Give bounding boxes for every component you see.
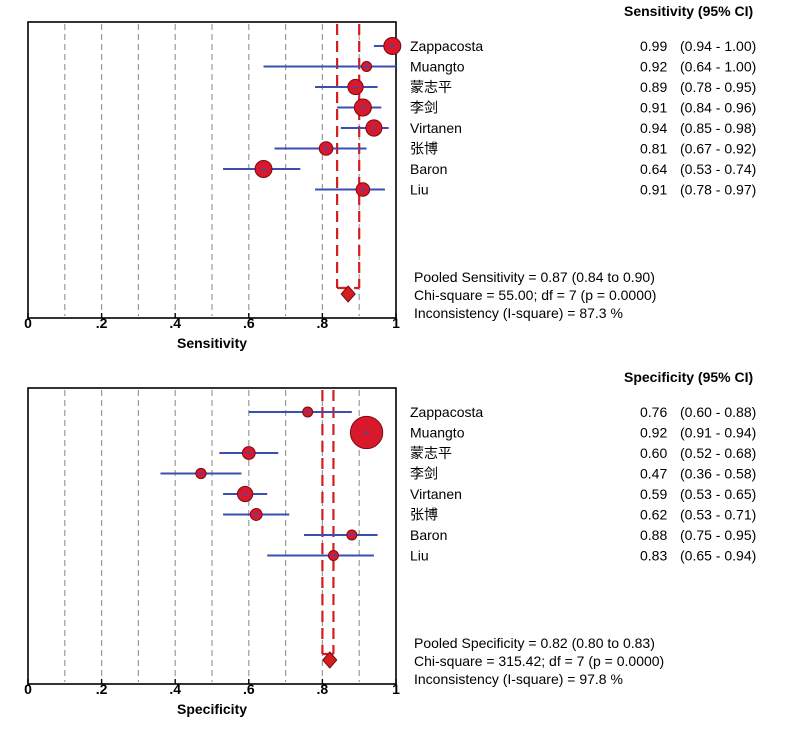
specificity-summary-line: Pooled Specificity = 0.82 (0.80 to 0.83) — [414, 635, 655, 651]
sensitivity-pooled-diamond — [340, 285, 356, 303]
specificity-study-name: Muangto — [410, 425, 465, 441]
specificity-study-ci: (0.53 - 0.71) — [680, 507, 756, 523]
sensitivity-study-name: Liu — [410, 182, 429, 198]
sensitivity-study-name: 蒙志平 — [410, 79, 452, 95]
sensitivity-summary-line: Pooled Sensitivity = 0.87 (0.84 to 0.90) — [414, 269, 655, 285]
specificity-study-value: 0.59 — [640, 486, 667, 502]
specificity-x-axis-title: Specificity — [177, 701, 247, 717]
specificity-study-name: Zappacosta — [410, 404, 483, 420]
specificity-pooled-diamond — [322, 651, 338, 669]
sensitivity-study-ci: (0.84 - 0.96) — [680, 100, 756, 116]
specificity-study-name: Baron — [410, 527, 447, 543]
sensitivity-x-tick-label: .4 — [169, 315, 181, 331]
sensitivity-study-ci: (0.85 - 0.98) — [680, 120, 756, 136]
sensitivity-forest-plot: Zappacosta 0.99 (0.94 - 1.00) Muangto 0.92 (0… — [24, 3, 756, 351]
sensitivity-x-tick-label: 1 — [392, 315, 400, 331]
sensitivity-study-ci: (0.78 - 0.97) — [680, 182, 756, 198]
specificity-x-tick-label: .6 — [243, 681, 255, 697]
specificity-study-name: 李剑 — [410, 466, 438, 482]
specificity-study-value: 0.76 — [640, 404, 667, 420]
sensitivity-study-name: Baron — [410, 161, 447, 177]
sensitivity-header-title: Sensitivity (95% CI) — [624, 3, 753, 19]
specificity-study-ci: (0.60 - 0.88) — [680, 404, 756, 420]
specificity-study-value: 0.47 — [640, 466, 667, 482]
sensitivity-study-value: 0.92 — [640, 59, 667, 75]
specificity-study-value: 0.92 — [640, 425, 667, 441]
sensitivity-study-ci: (0.64 - 1.00) — [680, 59, 756, 75]
sensitivity-summary-line: Chi-square = 55.00; df = 7 (p = 0.0000) — [414, 287, 656, 303]
specificity-x-tick-label: .2 — [96, 681, 108, 697]
sensitivity-study-name: Zappacosta — [410, 38, 483, 54]
sensitivity-study-ci: (0.94 - 1.00) — [680, 38, 756, 54]
sensitivity-study-value: 0.91 — [640, 182, 667, 198]
specificity-study-ci: (0.52 - 0.68) — [680, 445, 756, 461]
sensitivity-x-tick-label: .6 — [243, 315, 255, 331]
specificity-study-name: Virtanen — [410, 486, 462, 502]
sensitivity-panel: Zappacosta 0.99 (0.94 - 1.00) Muangto 0.92 (0… — [0, 0, 808, 366]
sensitivity-study-name: Virtanen — [410, 120, 462, 136]
specificity-x-tick-label: .4 — [169, 681, 181, 697]
sensitivity-study-ci: (0.78 - 0.95) — [680, 79, 756, 95]
specificity-forest-plot: Zappacosta 0.76 (0.60 - 0.88) Muangto 0.92 (0… — [24, 369, 756, 717]
sensitivity-x-tick-label: 0 — [24, 315, 32, 331]
sensitivity-study-value: 0.89 — [640, 79, 667, 95]
sensitivity-study-name: Muangto — [410, 59, 465, 75]
specificity-panel: Zappacosta 0.76 (0.60 - 0.88) Muangto 0.92 (0… — [0, 366, 808, 732]
specificity-study-ci: (0.53 - 0.65) — [680, 486, 756, 502]
specificity-study-ci: (0.36 - 0.58) — [680, 466, 756, 482]
sensitivity-x-axis-title: Sensitivity — [177, 335, 247, 351]
sensitivity-study-value: 0.99 — [640, 38, 667, 54]
sensitivity-x-tick-label: .8 — [317, 315, 329, 331]
specificity-study-value: 0.88 — [640, 527, 667, 543]
specificity-study-value: 0.62 — [640, 507, 667, 523]
specificity-study-value: 0.60 — [640, 445, 667, 461]
specificity-study-name: 蒙志平 — [410, 445, 452, 461]
specificity-summary-line: Chi-square = 315.42; df = 7 (p = 0.0000) — [414, 653, 664, 669]
sensitivity-study-value: 0.81 — [640, 141, 667, 157]
specificity-x-tick-label: 0 — [24, 681, 32, 697]
specificity-study-ci: (0.75 - 0.95) — [680, 527, 756, 543]
sensitivity-study-value: 0.91 — [640, 100, 667, 116]
sensitivity-study-value: 0.94 — [640, 120, 667, 136]
specificity-study-value: 0.83 — [640, 548, 667, 564]
specificity-header-title: Specificity (95% CI) — [624, 369, 753, 385]
sensitivity-study-name: 李剑 — [410, 100, 438, 116]
specificity-summary-line: Inconsistency (I-square) = 97.8 % — [414, 671, 623, 687]
specificity-x-tick-label: .8 — [317, 681, 329, 697]
sensitivity-study-ci: (0.67 - 0.92) — [680, 141, 756, 157]
sensitivity-summary-line: Inconsistency (I-square) = 87.3 % — [414, 305, 623, 321]
specificity-study-ci: (0.65 - 0.94) — [680, 548, 756, 564]
specificity-study-name: Liu — [410, 548, 429, 564]
specificity-study-name: 张博 — [410, 507, 438, 523]
sensitivity-study-name: 张博 — [410, 141, 438, 157]
specificity-study-ci: (0.91 - 0.94) — [680, 425, 756, 441]
sensitivity-study-ci: (0.53 - 0.74) — [680, 161, 756, 177]
specificity-x-tick-label: 1 — [392, 681, 400, 697]
sensitivity-study-value: 0.64 — [640, 161, 667, 177]
sensitivity-x-tick-label: .2 — [96, 315, 108, 331]
